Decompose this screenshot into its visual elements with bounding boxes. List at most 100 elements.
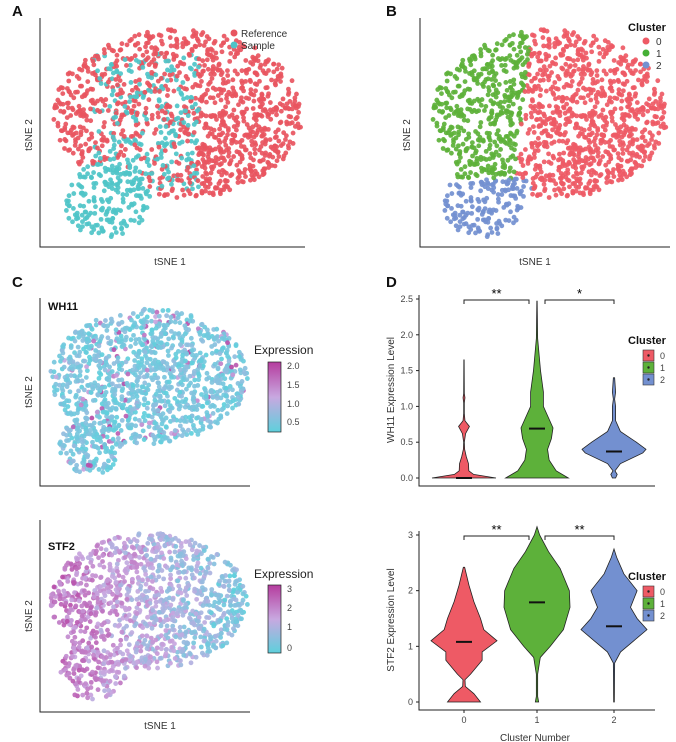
point-cluster (452, 213, 458, 219)
point-cluster (592, 142, 598, 148)
point-reference-sample (171, 67, 177, 73)
point-reference-sample (202, 142, 207, 148)
point-expression-wh11 (219, 407, 225, 413)
point-expression-wh11 (101, 322, 106, 328)
point-expression-wh11 (153, 402, 159, 407)
point-cluster (572, 62, 578, 68)
point-cluster (504, 202, 510, 208)
point-cluster (559, 191, 565, 197)
point-cluster (625, 158, 631, 164)
point-reference-sample (239, 155, 245, 161)
point-expression-wh11 (179, 337, 185, 343)
point-reference-sample (153, 72, 159, 78)
point-cluster (624, 174, 630, 180)
point-reference-sample (276, 154, 282, 159)
point-reference-sample (209, 76, 215, 81)
point-expression-wh11 (107, 364, 112, 370)
point-reference-sample (216, 86, 222, 92)
point-cluster (633, 68, 639, 73)
point-expression-wh11 (169, 374, 174, 380)
point-cluster (460, 57, 466, 63)
point-expression-wh11 (196, 373, 202, 379)
point-expression-wh11 (153, 325, 159, 331)
point-expression-wh11 (225, 353, 231, 359)
point-cluster (509, 90, 515, 96)
point-reference-sample (122, 104, 128, 109)
point-cluster (586, 62, 592, 68)
point-cluster (484, 177, 489, 183)
point-cluster (603, 114, 609, 120)
point-reference-sample (183, 73, 189, 79)
point-expression-wh11 (139, 422, 145, 428)
point-reference-sample (111, 146, 117, 152)
point-expression-stf2 (195, 560, 201, 566)
point-expression-stf2 (231, 626, 236, 632)
point-reference-sample (138, 176, 144, 182)
point-expression-wh11 (93, 322, 99, 328)
point-reference-sample (160, 163, 166, 168)
point-reference-sample (166, 175, 172, 181)
point-cluster (617, 172, 623, 178)
point-expression-wh11 (91, 420, 97, 426)
point-cluster (553, 120, 559, 125)
point-expression-wh11 (218, 413, 224, 419)
point-cluster (551, 139, 557, 145)
point-expression-wh11 (225, 398, 231, 404)
point-expression-wh11 (58, 450, 64, 456)
point-cluster (524, 51, 530, 57)
point-expression-stf2 (221, 584, 227, 589)
point-cluster (580, 47, 585, 53)
point-cluster (622, 130, 628, 136)
point-cluster (443, 130, 449, 136)
point-cluster (615, 151, 621, 156)
point-expression-stf2 (56, 620, 62, 625)
point-cluster (629, 166, 635, 172)
point-reference-sample (112, 225, 118, 231)
point-cluster (569, 113, 575, 119)
point-reference-sample (236, 102, 241, 108)
point-cluster (639, 82, 645, 88)
point-reference-sample (202, 147, 208, 152)
point-expression-wh11 (237, 367, 243, 373)
point-reference-sample (227, 187, 233, 193)
point-reference-sample (265, 114, 271, 119)
legend-dot-0 (642, 37, 650, 45)
point-reference-sample (200, 30, 206, 35)
point-expression-wh11 (101, 363, 107, 369)
point-expression-stf2 (105, 627, 110, 633)
point-reference-sample (128, 80, 134, 85)
point-expression-wh11 (181, 429, 187, 435)
point-cluster (485, 163, 491, 169)
point-expression-wh11 (206, 424, 212, 429)
point-cluster (634, 137, 640, 143)
point-cluster (611, 78, 617, 84)
point-cluster (570, 164, 576, 169)
point-cluster (547, 115, 553, 121)
point-expression-wh11 (141, 402, 147, 408)
point-cluster (594, 73, 600, 78)
point-reference-sample (180, 80, 186, 85)
point-reference-sample (234, 127, 239, 133)
point-reference-sample (180, 187, 186, 193)
point-cluster (604, 51, 609, 56)
point-reference-sample (206, 159, 211, 165)
point-expression-wh11 (226, 358, 232, 364)
point-reference-sample (230, 85, 236, 91)
point-expression-wh11 (144, 367, 150, 373)
point-expression-wh11 (131, 332, 136, 338)
point-cluster (581, 40, 587, 46)
point-cluster (486, 216, 492, 221)
point-expression-wh11 (147, 356, 153, 362)
point-cluster (547, 73, 552, 79)
point-reference-sample (74, 213, 80, 219)
point-reference-sample (129, 110, 135, 116)
point-reference-sample (192, 73, 198, 78)
point-reference-sample (162, 192, 168, 198)
point-cluster (518, 116, 523, 122)
point-cluster (573, 91, 579, 97)
point-expression-wh11 (103, 360, 109, 365)
point-expression-wh11 (120, 405, 126, 411)
point-reference-sample (166, 169, 171, 175)
point-cluster (607, 178, 613, 184)
point-cluster (536, 58, 542, 64)
